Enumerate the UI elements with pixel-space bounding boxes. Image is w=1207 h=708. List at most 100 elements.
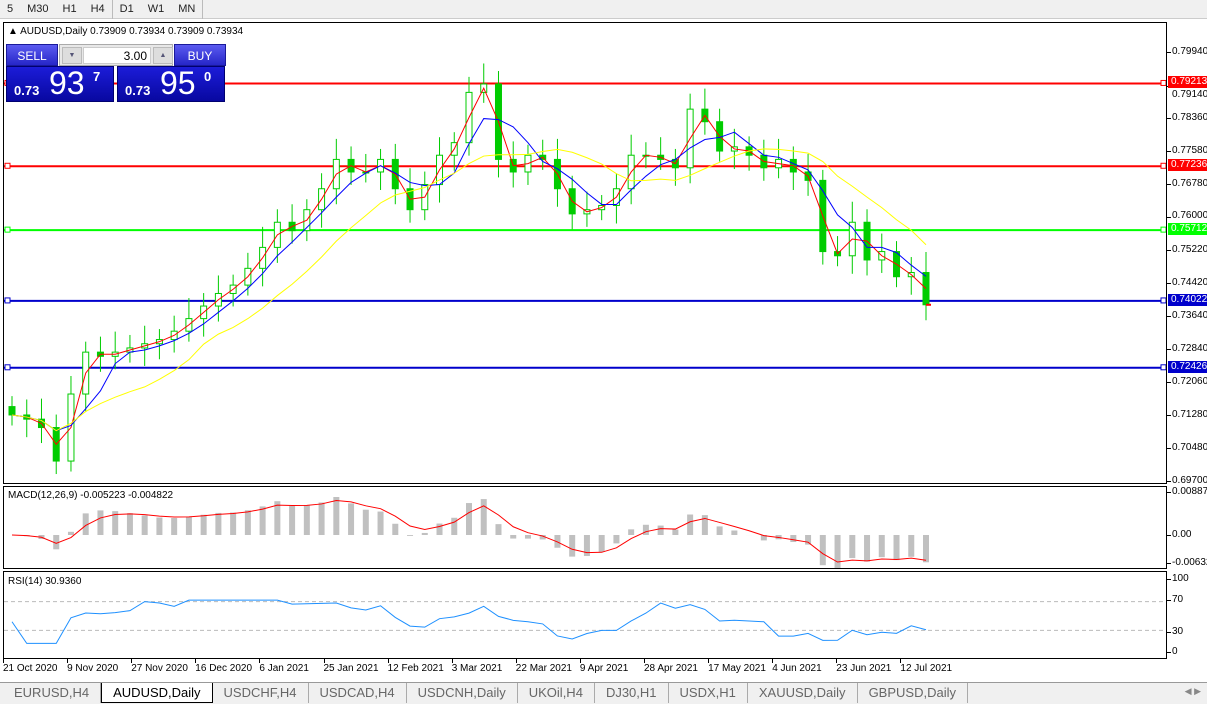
macd-bar [67, 531, 74, 535]
chart-tab[interactable]: GBPUSD,Daily [858, 683, 968, 703]
sell-price[interactable]: 0.73 93 7 [6, 66, 114, 102]
date-label: 9 Apr 2021 [579, 663, 629, 674]
price-tick-label: 0.69700 [1172, 475, 1207, 486]
level-handle-icon [1160, 79, 1166, 86]
chart-tab[interactable]: DJ30,H1 [595, 683, 669, 703]
timeframe-H1[interactable]: H1 [62, 3, 77, 15]
level-price-label: 0.79213 [1168, 76, 1207, 89]
chart-tab[interactable]: AUDUSD,Daily [101, 683, 213, 703]
rsi-tick [1167, 652, 1171, 653]
chart-tab[interactable]: XAUUSD,Daily [748, 683, 858, 703]
macd-pane[interactable] [3, 486, 1167, 569]
date-label: 12 Feb 2021 [387, 663, 444, 674]
lot-stepper: ▼ ▲ [59, 44, 173, 66]
chart-tab[interactable]: EURUSD,H4 [3, 683, 102, 703]
rsi-tick [1167, 632, 1171, 633]
date-label: 22 Mar 2021 [515, 663, 572, 674]
date-tick [451, 659, 453, 663]
macd-bar [510, 535, 517, 539]
tab-scroll-arrows-icon[interactable]: ◀ ▶ [1184, 686, 1201, 696]
candle [8, 406, 16, 416]
price-tick [1167, 382, 1171, 384]
price-tick [1167, 315, 1171, 317]
macd-bar [333, 497, 340, 535]
level-handle-icon [4, 364, 11, 371]
date-tick [579, 659, 581, 663]
level-handle-icon [1160, 297, 1166, 304]
macd-bar [259, 506, 266, 535]
date-label: 3 Mar 2021 [451, 663, 503, 674]
sell-button[interactable]: SELL [6, 44, 58, 66]
price-tick [1167, 448, 1171, 450]
timeframe-W1[interactable]: W1 [147, 3, 165, 15]
macd-bar [716, 526, 723, 535]
date-tick [259, 659, 261, 663]
timeframe-5[interactable]: 5 [7, 3, 14, 15]
buy-price-pip: 0 [204, 69, 212, 84]
lot-input[interactable] [83, 47, 151, 64]
price-tick [1167, 150, 1171, 152]
macd-bar [539, 535, 546, 540]
macd-bar [215, 512, 222, 535]
price-tick-label: 0.78360 [1172, 112, 1207, 124]
level-price-label: 0.75712 [1168, 223, 1207, 236]
price-tick [1167, 414, 1171, 416]
date-tick [131, 659, 133, 663]
chart-tab[interactable]: USDX,H1 [669, 683, 748, 703]
date-tick [836, 659, 838, 663]
macd-bar [598, 535, 605, 552]
price-tick-label: 0.72060 [1172, 376, 1207, 388]
macd-bar [923, 535, 929, 563]
lot-decrease-icon[interactable]: ▼ [62, 47, 82, 64]
macd-bar [436, 523, 443, 535]
chart-tab[interactable]: USDCAD,H4 [309, 683, 407, 703]
buy-price[interactable]: 0.73 95 0 [117, 66, 225, 102]
level-price-label: 0.77236 [1168, 159, 1207, 172]
timeframe-toolbar: 5 M30 H1 H4 D1 W1 MN [0, 0, 1207, 19]
macd-bar [524, 535, 531, 539]
macd-bar [864, 535, 871, 562]
macd-bar [878, 535, 885, 558]
macd-bar [790, 535, 797, 543]
macd-bar [657, 525, 664, 535]
macd-bar [392, 523, 399, 535]
macd-bar [834, 535, 841, 568]
price-tick [1167, 283, 1171, 285]
date-tick [644, 659, 645, 663]
price-tick-label: 0.73640 [1172, 309, 1207, 321]
lot-increase-icon[interactable]: ▲ [153, 47, 173, 64]
chart-tab[interactable]: UKOil,H4 [518, 683, 595, 703]
chart-tab[interactable]: USDCHF,H4 [213, 683, 309, 703]
level-handle-icon [4, 162, 11, 169]
date-tick [67, 659, 69, 663]
rsi-pane[interactable] [3, 571, 1167, 659]
rsi-tick-label: 30 [1172, 626, 1184, 637]
date-label: 27 Nov 2020 [131, 663, 188, 674]
macd-bar [613, 535, 620, 544]
macd-bar [53, 535, 60, 550]
price-tick-label: 0.77580 [1172, 144, 1207, 156]
macd-bar [141, 515, 148, 535]
macd-bar [893, 535, 900, 561]
macd-tick-label: 0.008871 [1172, 486, 1207, 497]
date-tick [323, 659, 325, 663]
timeframe-MN[interactable]: MN [171, 0, 204, 19]
macd-bar [687, 514, 694, 535]
chart-tab[interactable]: USDCNH,Daily [407, 683, 518, 703]
timeframe-H4[interactable]: H4 [90, 3, 105, 15]
date-label: 21 Oct 2020 [3, 663, 58, 674]
macd-bar [156, 517, 163, 535]
price-tick [1167, 184, 1171, 186]
macd-bar [244, 510, 251, 535]
macd-bar [289, 505, 296, 535]
rsi-tick-label: 0 [1172, 646, 1178, 657]
timeframe-D1[interactable]: D1 [111, 0, 141, 19]
level-handle-icon [1160, 162, 1166, 169]
buy-button[interactable]: BUY [174, 44, 226, 66]
timeframe-M30[interactable]: M30 [27, 3, 49, 15]
date-tick [900, 659, 902, 663]
macd-bar [230, 512, 237, 535]
price-tick [1167, 481, 1171, 482]
level-price-label: 0.74022 [1168, 293, 1207, 306]
collapse-triangle-icon[interactable]: ▲ [8, 26, 18, 37]
